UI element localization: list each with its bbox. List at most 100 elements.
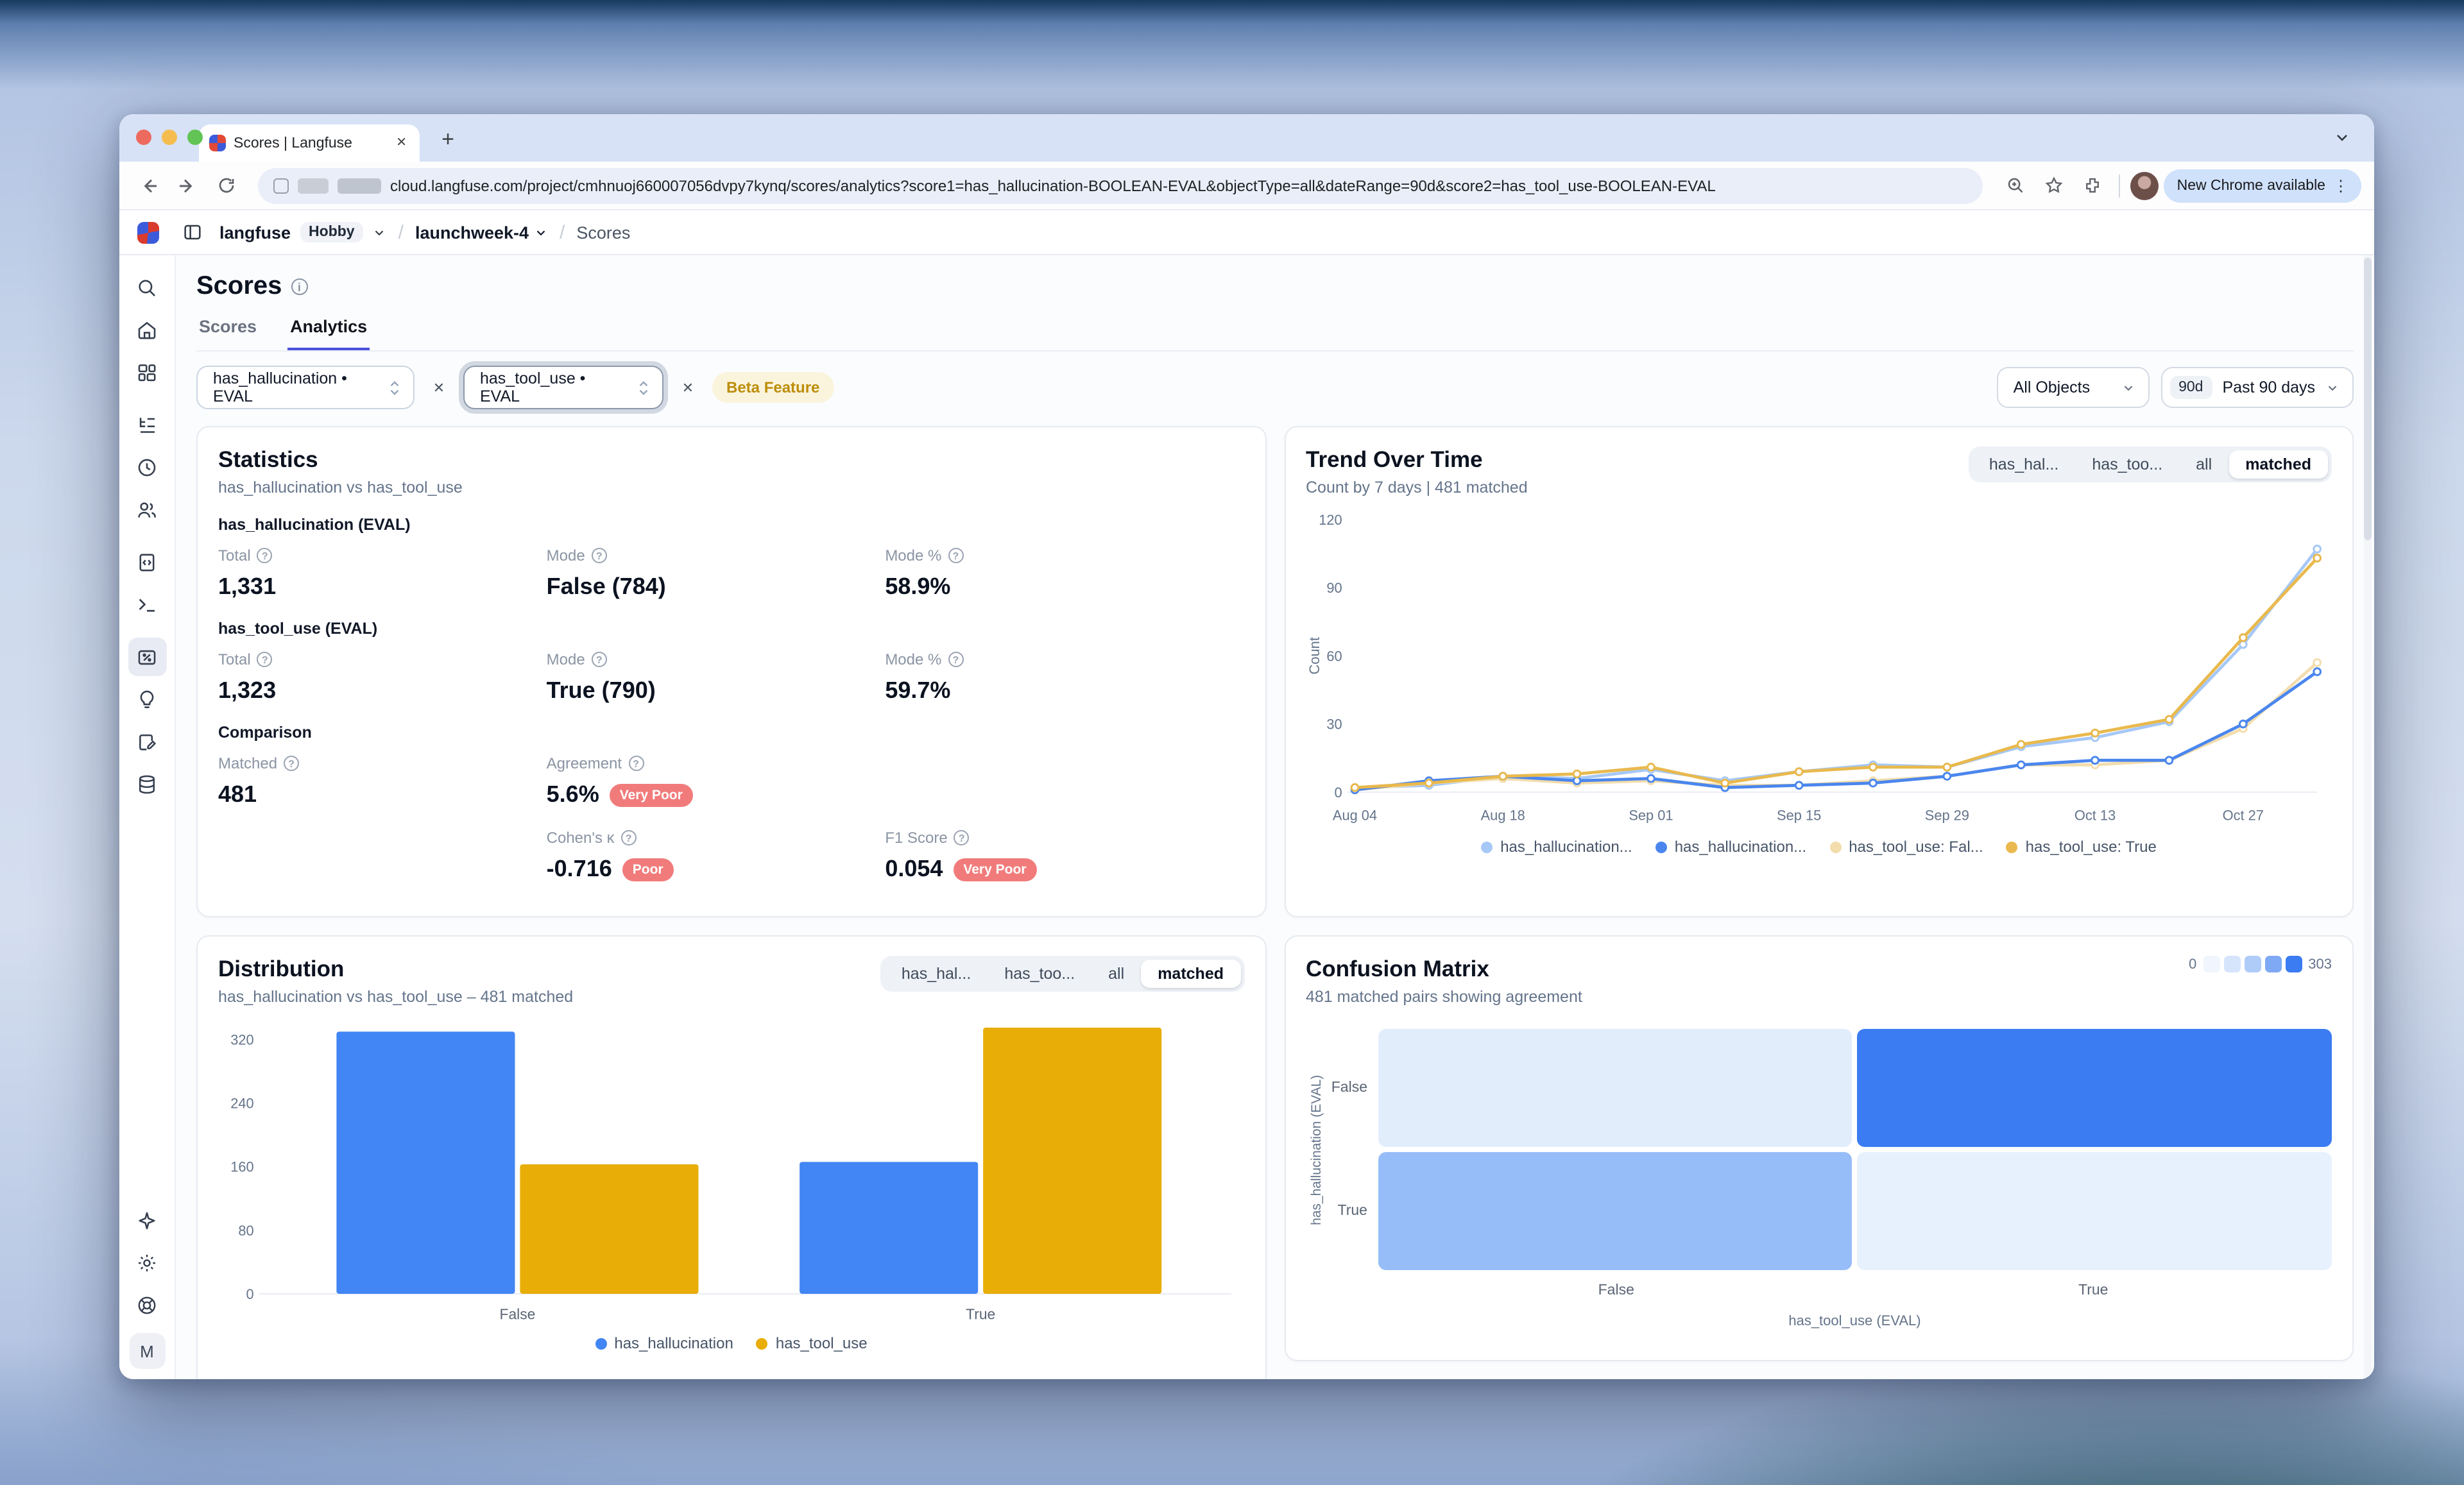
scale-max: 303 [2308, 956, 2332, 972]
info-icon[interactable]: i [291, 278, 308, 295]
bookmark-button[interactable] [2037, 169, 2071, 202]
help-icon[interactable]: ? [620, 830, 637, 845]
sidebar-item-sessions[interactable] [128, 448, 166, 486]
back-button[interactable] [132, 169, 166, 202]
tab-analytics[interactable]: Analytics [287, 317, 370, 350]
toggle-option[interactable]: has_too... [2092, 455, 2163, 473]
profile-avatar[interactable] [2130, 171, 2159, 199]
sidebar-item-datasets[interactable] [128, 765, 166, 803]
plan-badge: Hobby [300, 222, 364, 242]
unfold-icon [388, 379, 402, 396]
langfuse-logo[interactable] [119, 221, 176, 243]
star-icon [2045, 176, 2063, 193]
url-bar[interactable]: cloud.langfuse.com/project/cmhnuoj660007… [258, 167, 1983, 203]
forward-button[interactable] [171, 169, 204, 202]
remove-score2-button[interactable]: ✕ [681, 380, 694, 396]
org-name[interactable]: langfuse [219, 223, 291, 242]
home-icon [138, 321, 156, 339]
matrix-cell-False-False [1378, 1029, 1852, 1147]
svg-text:240: 240 [230, 1096, 253, 1112]
project-switcher[interactable]: launchweek-4 [415, 223, 548, 242]
extensions-button[interactable] [2076, 169, 2109, 202]
reload-button[interactable] [209, 169, 243, 202]
toggle-option-active[interactable]: matched [1141, 960, 1240, 988]
remove-score1-button[interactable]: ✕ [432, 380, 445, 396]
browser-tab[interactable]: Scores | Langfuse ✕ [199, 124, 420, 162]
chrome-update-pill[interactable]: New Chrome available ⋮ [2164, 169, 2361, 202]
toggle-option[interactable]: has_too... [1004, 965, 1075, 983]
minimize-window-button[interactable] [162, 130, 177, 145]
sidebar-item-dashboards[interactable] [128, 353, 166, 391]
metric-total: Total? 1,323 [218, 650, 277, 703]
sidebar-rail: M [119, 255, 176, 1379]
window-controls[interactable] [136, 130, 203, 145]
sidebar-item-scores[interactable] [128, 638, 166, 676]
chevron-down-icon [2328, 385, 2337, 391]
sidebar-item-home[interactable] [128, 310, 166, 349]
chevron-down-icon [2337, 135, 2347, 141]
score2-select[interactable]: has_tool_use • EVAL [463, 366, 663, 409]
help-icon[interactable]: ? [948, 652, 964, 667]
scores-percent-icon [138, 649, 156, 665]
sidebar-item-settings[interactable] [128, 1243, 166, 1282]
score1-select[interactable]: has_hallucination • EVAL [196, 366, 415, 409]
toggle-option[interactable]: all [2196, 455, 2212, 473]
toggle-option[interactable]: all [1108, 965, 1125, 983]
zoom-page-button[interactable] [1999, 169, 2032, 202]
sidebar-item-search[interactable] [128, 268, 166, 307]
scrollbar[interactable] [2364, 255, 2372, 1379]
svg-text:Oct 27: Oct 27 [2222, 808, 2263, 824]
help-icon[interactable]: ? [954, 830, 970, 845]
confusion-column-labels: False True [1598, 1283, 2109, 1298]
sidebar-item-ai-assistant[interactable] [128, 1201, 166, 1239]
statistics-card: Statistics has_hallucination vs has_tool… [196, 426, 1266, 917]
help-icon[interactable]: ? [948, 548, 964, 563]
zoom-window-button[interactable] [187, 130, 203, 145]
tab-scores[interactable]: Scores [199, 317, 257, 336]
page-tabs: Scores Analytics [196, 317, 2354, 352]
dashboard-grid-icon [138, 364, 156, 381]
user-avatar[interactable]: M [129, 1333, 165, 1369]
search-icon [139, 279, 155, 296]
help-icon[interactable]: ? [591, 652, 607, 667]
sidebar-item-evaluation[interactable] [128, 680, 166, 718]
svg-text:True: True [966, 1306, 995, 1323]
sidebar-item-support[interactable] [128, 1286, 166, 1324]
toggle-option-active[interactable]: matched [2229, 450, 2328, 479]
toggle-option[interactable]: has_hal... [901, 965, 971, 983]
object-type-select[interactable]: All Objects [1996, 367, 2150, 408]
close-window-button[interactable] [136, 130, 151, 145]
matrix-cell-True-True [1857, 1152, 2332, 1270]
matrix-cell-False-True [1857, 1029, 2332, 1147]
browser-menu-icon[interactable]: ⋮ [2333, 176, 2348, 194]
tab-search-button[interactable] [2325, 123, 2359, 151]
toggle-option[interactable]: has_hal... [1989, 455, 2059, 473]
sidebar-item-users[interactable] [128, 490, 166, 529]
legend-item: has_hallucination [595, 1335, 733, 1353]
help-icon[interactable]: ? [284, 756, 300, 771]
svg-text:Aug 04: Aug 04 [1332, 808, 1376, 824]
svg-text:30: 30 [1326, 717, 1341, 733]
org-switcher[interactable] [373, 225, 387, 239]
help-icon[interactable]: ? [591, 548, 607, 563]
confusion-subtitle: 481 matched pairs showing agreement [1306, 988, 1582, 1006]
sidebar-item-prompts[interactable] [128, 543, 166, 581]
sidebar-item-annotation[interactable] [128, 722, 166, 761]
help-icon[interactable]: ? [257, 548, 273, 563]
sidebar-toggle-button[interactable] [176, 216, 209, 249]
confusion-row-labels: False True [1331, 1080, 1367, 1219]
url-text[interactable]: cloud.langfuse.com/project/cmhnuoj660007… [390, 176, 1716, 194]
sidebar-item-playground[interactable] [128, 585, 166, 624]
statistics-subtitle: has_hallucination vs has_tool_use [218, 479, 463, 496]
help-icon[interactable]: ? [257, 652, 273, 667]
date-range-select[interactable]: 90d Past 90 days [2160, 367, 2354, 408]
distribution-legend: has_hallucination has_tool_use [218, 1335, 1244, 1353]
svg-text:Aug 18: Aug 18 [1480, 808, 1525, 824]
svg-text:160: 160 [230, 1159, 253, 1175]
range-badge: 90d [2169, 376, 2212, 399]
tab-close-icon[interactable]: ✕ [396, 136, 407, 150]
site-settings-icon[interactable] [273, 178, 289, 193]
new-tab-button[interactable]: + [441, 127, 454, 151]
sidebar-item-tracing[interactable] [128, 405, 166, 444]
help-icon[interactable]: ? [628, 756, 644, 771]
